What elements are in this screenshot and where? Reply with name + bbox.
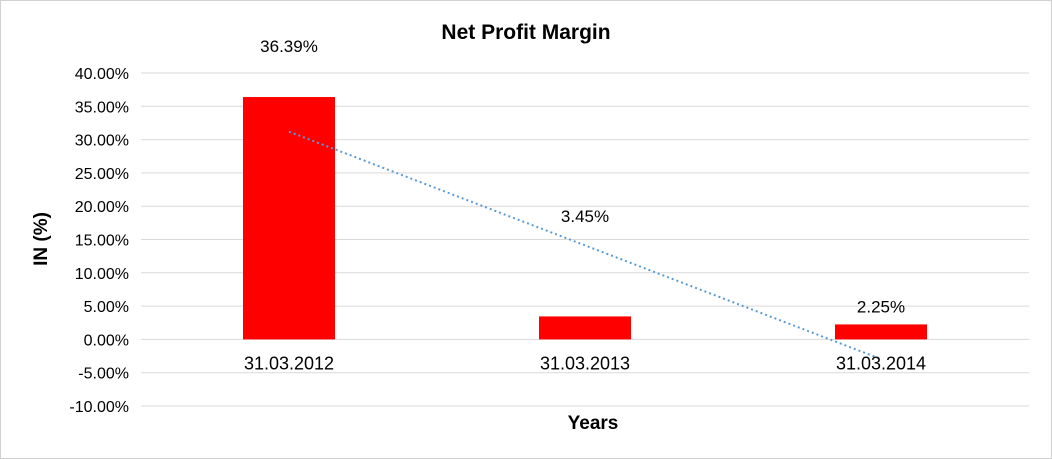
bar	[243, 97, 335, 340]
x-category-label: 31.03.2014	[836, 353, 926, 373]
y-tick-label: 0.00%	[84, 332, 129, 349]
y-tick-label: 20.00%	[75, 199, 129, 216]
y-tick-label: 35.00%	[75, 99, 129, 116]
trendline	[288, 130, 882, 360]
y-tick-label: 25.00%	[75, 166, 129, 183]
bar	[835, 324, 927, 340]
bar	[539, 316, 631, 340]
y-axis-title: IN (%)	[31, 212, 52, 266]
data-label: 2.25%	[857, 297, 905, 316]
y-tick-label: -5.00%	[78, 366, 129, 383]
y-tick-label: 10.00%	[75, 266, 129, 283]
y-tick-label: -10.00%	[69, 399, 129, 416]
data-label: 36.39%	[260, 37, 318, 56]
y-tick-label: 30.00%	[75, 133, 129, 150]
x-axis-title: Years	[568, 413, 619, 434]
x-category-label: 31.03.2013	[540, 353, 630, 373]
data-label: 3.45%	[561, 207, 609, 226]
y-tick-label: 5.00%	[84, 299, 129, 316]
x-category-label: 31.03.2012	[244, 353, 334, 373]
y-tick-label: 15.00%	[75, 233, 129, 250]
y-tick-label: 40.00%	[75, 66, 129, 83]
chart-title: Net Profit Margin	[441, 21, 610, 44]
